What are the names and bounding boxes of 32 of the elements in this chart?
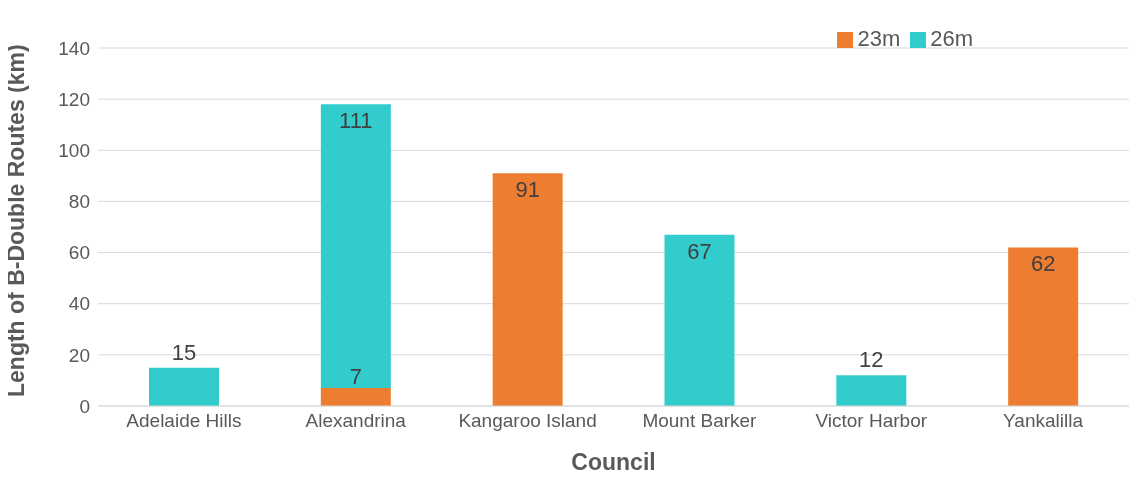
bar (836, 375, 907, 406)
bar (492, 173, 563, 406)
y-tick-label: 60 (68, 242, 90, 264)
data-label: 111 (339, 108, 373, 134)
legend-label: 26m (930, 26, 973, 51)
data-label: 91 (515, 177, 540, 203)
x-tick-label: Alexandrina (305, 410, 407, 432)
bar (320, 104, 391, 389)
data-label: 62 (1030, 251, 1056, 277)
y-tick-label: 80 (68, 191, 90, 213)
data-label: 7 (349, 364, 362, 390)
legend-label: 23m (857, 26, 901, 51)
y-tick-label: 40 (68, 293, 90, 315)
y-tick-label: 100 (58, 140, 90, 162)
y-tick-label: 0 (79, 395, 90, 417)
bar (664, 234, 735, 406)
data-label: 67 (687, 238, 712, 264)
x-tick-label: Victor Harbor (815, 410, 928, 432)
data-label: 15 (171, 339, 197, 365)
y-tick-label: 20 (68, 344, 90, 366)
bar (149, 367, 219, 406)
data-label: 12 (859, 347, 884, 373)
y-tick-label: 140 (58, 37, 90, 59)
bar (1008, 247, 1079, 406)
bar (320, 388, 391, 406)
x-tick-label: Mount Barker (642, 410, 758, 432)
x-tick-label: Kangaroo Island (458, 410, 597, 432)
x-axis-title: Council (571, 449, 656, 475)
y-tick-label: 120 (58, 88, 90, 110)
x-tick-label: Yankalilla (1003, 410, 1084, 432)
x-tick-label: Adelaide Hills (126, 410, 242, 432)
y-axis-title: Length of B-Double Routes (km) (3, 44, 30, 397)
